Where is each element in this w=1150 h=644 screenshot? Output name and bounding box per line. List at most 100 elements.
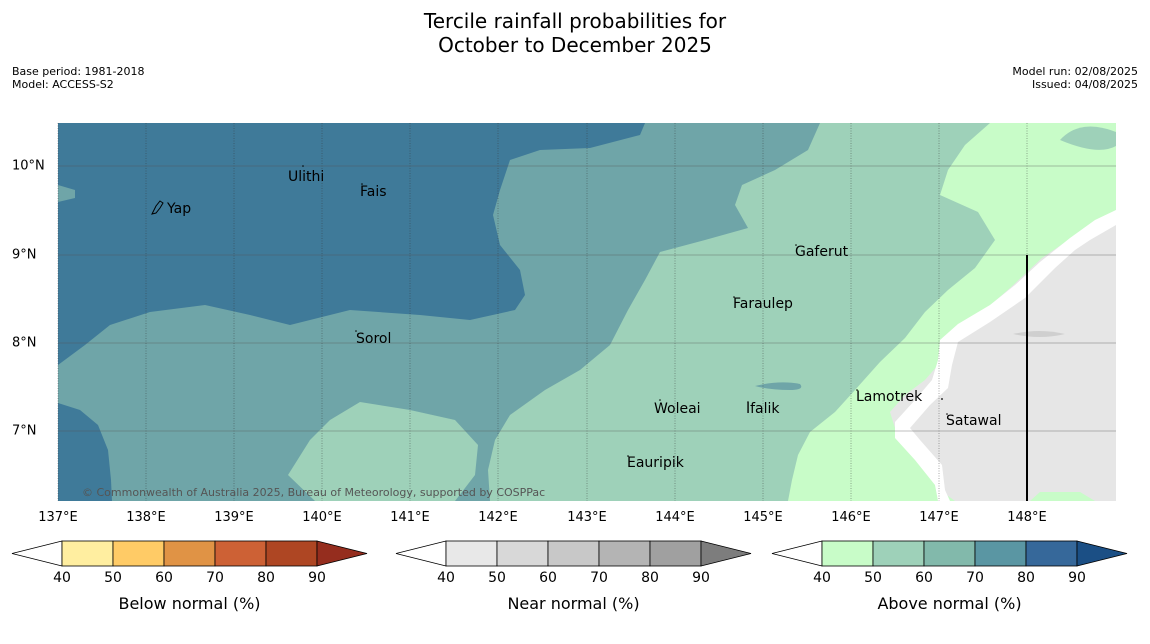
- longitude-label: 144°E: [655, 510, 695, 525]
- colorbar-segment: [598, 540, 651, 567]
- yap-island-shape: [151, 200, 164, 215]
- colorbar-tick-label: 60: [915, 570, 933, 586]
- island-marker: [627, 455, 629, 457]
- place-label: Eauripik: [627, 455, 685, 471]
- island-marker: [659, 399, 661, 401]
- place-label: Fais: [360, 184, 387, 200]
- place-label: Satawal: [946, 413, 1001, 429]
- colorbar: 40 50 60 70 80 90: [11, 540, 368, 586]
- longitude-label: 147°E: [919, 510, 959, 525]
- island-marker: [302, 165, 304, 167]
- colorbars: 40 50 60 70 80 90 40 50 60 70 80 90 40 50 60 70 80 90: [11, 540, 1128, 586]
- place-label: Woleai: [654, 401, 701, 417]
- island-marker: [941, 398, 943, 400]
- place-label: Ulithi: [288, 169, 324, 185]
- colorbar-tick-label: 80: [1017, 570, 1035, 586]
- colorbar-tick-label: 40: [813, 570, 831, 586]
- colorbar-tick-label: 60: [539, 570, 557, 586]
- gridlines: [57, 123, 1116, 501]
- title-line-1: Tercile rainfall probabilities for: [423, 9, 727, 33]
- latitude-label: 10°N: [12, 158, 45, 174]
- colorbar-segment: [214, 540, 267, 567]
- colorbar-segment: [923, 540, 976, 567]
- colorbar-segment: [1025, 540, 1078, 567]
- colorbar: 40 50 60 70 80 90: [395, 540, 752, 586]
- colorbar-extension-low: [11, 540, 63, 567]
- place-label: Gaferut: [795, 244, 849, 260]
- longitude-label: 145°E: [743, 510, 783, 525]
- island-marker: [355, 330, 357, 332]
- longitude-label: 143°E: [567, 510, 607, 525]
- probability-field: [58, 123, 1116, 501]
- colorbar-tick-label: 60: [155, 570, 173, 586]
- longitude-label: 140°E: [302, 510, 342, 525]
- above-40-50-patch: [1030, 492, 1095, 501]
- colorbar-segment: [547, 540, 600, 567]
- colorbar-tick-label: 50: [488, 570, 506, 586]
- colorbar-segment: [821, 540, 874, 567]
- colorbar-tick-label: 90: [692, 570, 710, 586]
- colorbar-extension-high: [700, 540, 752, 567]
- model-run: Model run: 02/08/2025: [1012, 65, 1138, 78]
- island-marker: [946, 413, 948, 415]
- colorbar-tick-label: 90: [1068, 570, 1086, 586]
- place-label: Lamotrek: [856, 389, 923, 405]
- above-70-80-south-lobe: [58, 403, 112, 501]
- model-name: Model: ACCESS-S2: [12, 78, 114, 91]
- colorbar-segment: [974, 540, 1027, 567]
- colorbar-segment: [163, 540, 216, 567]
- colorbar-tick-label: 40: [437, 570, 455, 586]
- island-marker: [747, 401, 749, 403]
- place-label: Yap: [166, 201, 191, 217]
- colorbar-tick-label: 50: [864, 570, 882, 586]
- latitude-label: 9°N: [12, 247, 37, 263]
- above-50-60-patch: [1060, 126, 1116, 150]
- base-period: Base period: 1981-2018: [12, 65, 145, 78]
- copyright-notice: © Commonwealth of Australia 2025, Bureau…: [82, 486, 545, 499]
- colorbar-tick-label: 70: [590, 570, 608, 586]
- colorbar-tick-label: 50: [104, 570, 122, 586]
- metadata-right: Model run: 02/08/2025 Issued: 04/08/2025: [1012, 65, 1138, 91]
- colorbar-extension-high: [316, 540, 368, 567]
- chart-title: Tercile rainfall probabilities for Octob…: [0, 9, 1150, 57]
- colorbar-segment: [61, 540, 114, 567]
- island-marker: [361, 183, 363, 185]
- longitude-label: 138°E: [126, 510, 166, 525]
- colorbar-segment: [445, 540, 498, 567]
- colorbar-segment: [265, 540, 318, 567]
- colorbar-extension-low: [771, 540, 823, 567]
- place-label: Ifalik: [746, 401, 780, 417]
- island-marker: [733, 296, 735, 298]
- longitude-label: 139°E: [214, 510, 254, 525]
- colorbar-extension-high: [1076, 540, 1128, 567]
- place-labels: Ulithi Fais Yap Gaferut Faraulep Sorol Lamotre…: [166, 165, 1001, 471]
- colorbar-tick-label: 70: [966, 570, 984, 586]
- longitude-label: 142°E: [478, 510, 518, 525]
- longitude-label: 137°E: [38, 510, 78, 525]
- colorbar-title: Below normal (%): [118, 594, 261, 613]
- colorbar-segment: [649, 540, 702, 567]
- colorbar-tick-label: 80: [257, 570, 275, 586]
- place-label: Sorol: [356, 331, 391, 347]
- longitude-label: 146°E: [831, 510, 871, 525]
- colorbar-extension-low: [395, 540, 447, 567]
- colorbar-segment: [112, 540, 165, 567]
- colorbar-tick-label: 80: [641, 570, 659, 586]
- longitude-label: 148°E: [1007, 510, 1047, 525]
- colorbar-segment: [496, 540, 549, 567]
- metadata-left: Base period: 1981-2018 Model: ACCESS-S2: [12, 65, 144, 91]
- colorbar-title: Near normal (%): [507, 594, 640, 613]
- place-label: Faraulep: [733, 296, 793, 312]
- ifalik-patch: [755, 382, 802, 390]
- coast-patch-west: [58, 185, 75, 202]
- title-line-2: October to December 2025: [438, 33, 712, 57]
- colorbar-tick-label: 90: [308, 570, 326, 586]
- colorbar-tick-label: 40: [53, 570, 71, 586]
- colorbar-tick-label: 70: [206, 570, 224, 586]
- latitude-label: 7°N: [12, 423, 37, 439]
- colorbar-segment: [872, 540, 925, 567]
- latitude-label: 8°N: [12, 335, 37, 351]
- longitude-label: 141°E: [390, 510, 430, 525]
- colorbar-title: Above normal (%): [877, 594, 1022, 613]
